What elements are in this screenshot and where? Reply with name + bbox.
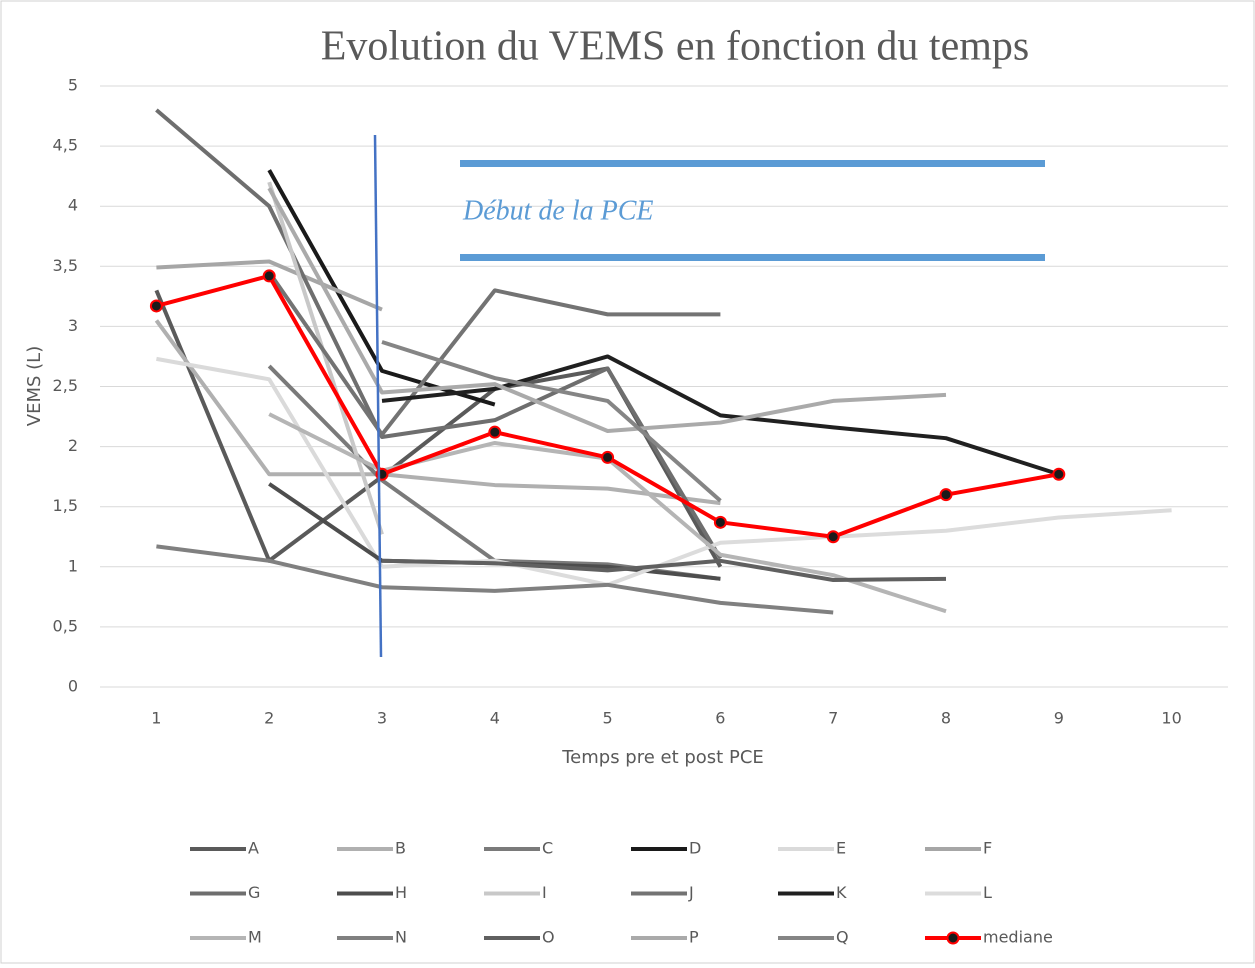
legend-label: E: [836, 839, 846, 858]
annotation-bar: [460, 160, 1045, 167]
legend-label: Q: [836, 928, 849, 947]
x-tick-label: 2: [264, 709, 274, 728]
y-tick-label: 1,5: [53, 496, 78, 515]
series-line: [267, 187, 947, 433]
series-line: [155, 108, 723, 560]
y-tick-label: 1: [68, 556, 78, 575]
x-tick-label: 1: [151, 709, 161, 728]
legend-label: B: [395, 839, 406, 858]
x-tick-label: 5: [603, 709, 613, 728]
median-marker: [826, 530, 840, 544]
series-line: [154, 319, 721, 506]
chart-title: Evolution du VEMS en fonction du temps: [321, 24, 1030, 70]
x-tick-label: 10: [1161, 709, 1181, 728]
legend-label: mediane: [983, 928, 1053, 947]
legend-label: M: [248, 928, 262, 947]
annotation: Début de la PCE: [462, 195, 654, 226]
series-line: [156, 356, 384, 568]
series-line: [381, 558, 947, 583]
y-tick-label: 2,5: [53, 376, 78, 395]
y-tick-label: 4,5: [53, 136, 78, 155]
annotation-bar: [460, 254, 1045, 261]
legend-label: A: [248, 839, 259, 858]
legend-label: J: [688, 883, 694, 902]
legend-label: F: [983, 839, 992, 858]
series-line: [267, 181, 384, 535]
x-tick-label: 7: [828, 709, 838, 728]
y-tick-label: 0,5: [53, 616, 78, 635]
x-tick-label: 4: [490, 709, 500, 728]
legend-label: I: [542, 883, 547, 902]
series-line: [156, 544, 834, 615]
legend-label: O: [542, 928, 555, 947]
y-tick-label: 4: [68, 196, 78, 215]
median-marker: [149, 299, 163, 313]
legend-label: L: [983, 883, 992, 902]
pce-marker-line: [373, 134, 383, 658]
legend-label: H: [395, 883, 407, 902]
series-line: [381, 340, 722, 503]
median-marker: [601, 450, 615, 464]
y-tick-label: 2: [68, 436, 78, 455]
y-axis-label: VEMS (L): [24, 346, 45, 426]
x-axis-label: Temps pre et post PCE: [561, 747, 764, 768]
legend-label: G: [248, 883, 260, 902]
legend-label: N: [395, 928, 407, 947]
legend-label: D: [689, 839, 701, 858]
median-marker: [262, 269, 276, 283]
legend-label: P: [689, 928, 699, 947]
median-marker: [939, 488, 953, 502]
median-marker: [488, 425, 502, 439]
x-tick-label: 9: [1054, 709, 1064, 728]
median-marker: [1052, 467, 1066, 481]
series-line: [156, 259, 383, 312]
y-tick-label: 0: [68, 677, 78, 696]
x-tick-label: 3: [377, 709, 387, 728]
grid: 0 0,5 1 1,5 2 2,5 3 3,5 4 4,5 5 1 2 3 4 5 6 7 8 9 10: [53, 76, 1228, 728]
legend-marker: [946, 931, 960, 945]
legend-label: K: [836, 883, 847, 902]
median-marker: [713, 515, 727, 529]
y-tick-label: 3: [68, 316, 78, 335]
series-line: [381, 354, 1060, 477]
legend-label: C: [542, 839, 553, 858]
x-tick-label: 6: [715, 709, 725, 728]
x-tick-label: 8: [941, 709, 951, 728]
series-line: [267, 271, 721, 437]
y-tick-label: 5: [68, 76, 78, 95]
y-tick-label: 3,5: [53, 256, 78, 275]
series-group: [149, 108, 1172, 615]
